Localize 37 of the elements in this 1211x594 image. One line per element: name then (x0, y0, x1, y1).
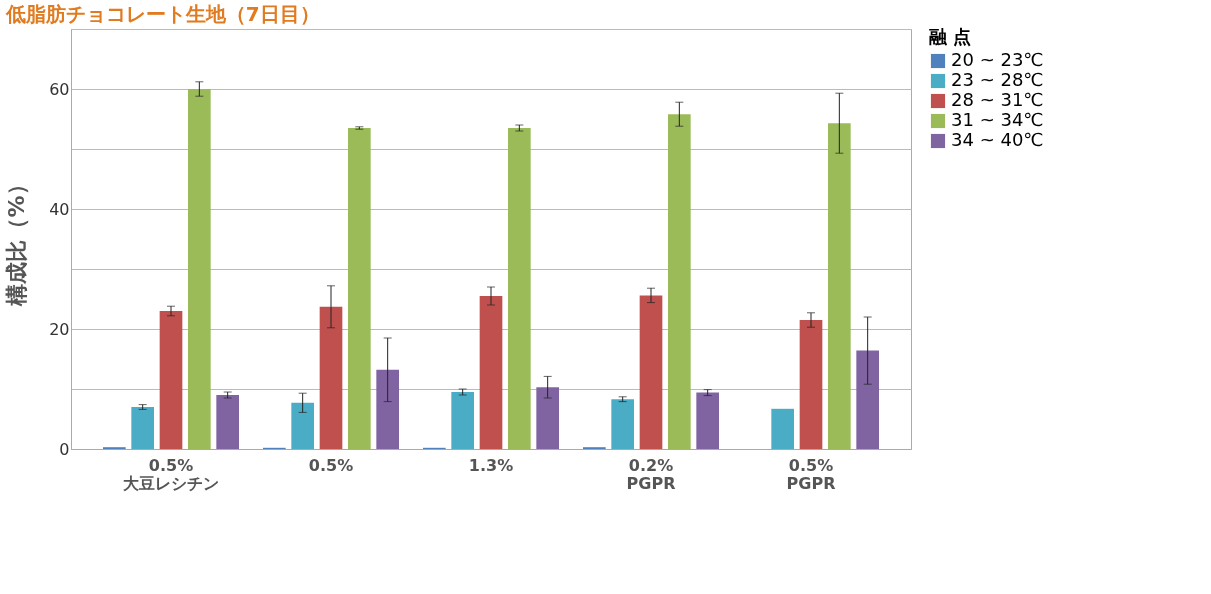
bar (611, 399, 634, 449)
bar (291, 402, 314, 449)
x-tick-label: 0.5% PGPR (786, 455, 836, 493)
bar (319, 306, 343, 449)
bar (799, 320, 823, 449)
bar (771, 408, 794, 449)
bar (376, 369, 399, 449)
bar (696, 392, 719, 449)
bar (451, 392, 474, 449)
bar (348, 128, 371, 449)
bar (668, 114, 691, 449)
y-tick-label: 20 (49, 319, 70, 339)
bar (828, 123, 851, 449)
bar (536, 387, 559, 449)
y-tick-label: 40 (49, 199, 70, 219)
x-tick-label: 1.3% (468, 455, 514, 475)
x-tick-label: 0.2% PGPR (626, 455, 676, 493)
bar (508, 128, 531, 449)
legend-label: 28 ~ 31℃ (951, 89, 1044, 110)
legend-label: 31 ~ 34℃ (951, 109, 1044, 130)
y-tick-label: 60 (49, 79, 70, 99)
bar (639, 295, 663, 449)
bar (216, 395, 239, 449)
legend-label: 20 ~ 23℃ (951, 49, 1044, 70)
chart-title: 低脂肪チョコレート生地（7日目） (4, 2, 320, 26)
bar (131, 407, 154, 449)
y-tick-label: 0 (59, 439, 70, 459)
x-tick-label: 0.5% 大豆レシチン (123, 455, 219, 493)
bar (856, 350, 879, 449)
y-axis-title: 構成比（%） (4, 173, 30, 307)
legend-label: 23 ~ 28℃ (951, 69, 1044, 90)
x-tick-label: 0.5% (308, 455, 354, 475)
legend-label: 34 ~ 40℃ (951, 129, 1044, 150)
bar (479, 296, 503, 449)
legend-title: 融 点 (929, 26, 972, 47)
bar (188, 89, 211, 449)
bar (159, 311, 183, 449)
